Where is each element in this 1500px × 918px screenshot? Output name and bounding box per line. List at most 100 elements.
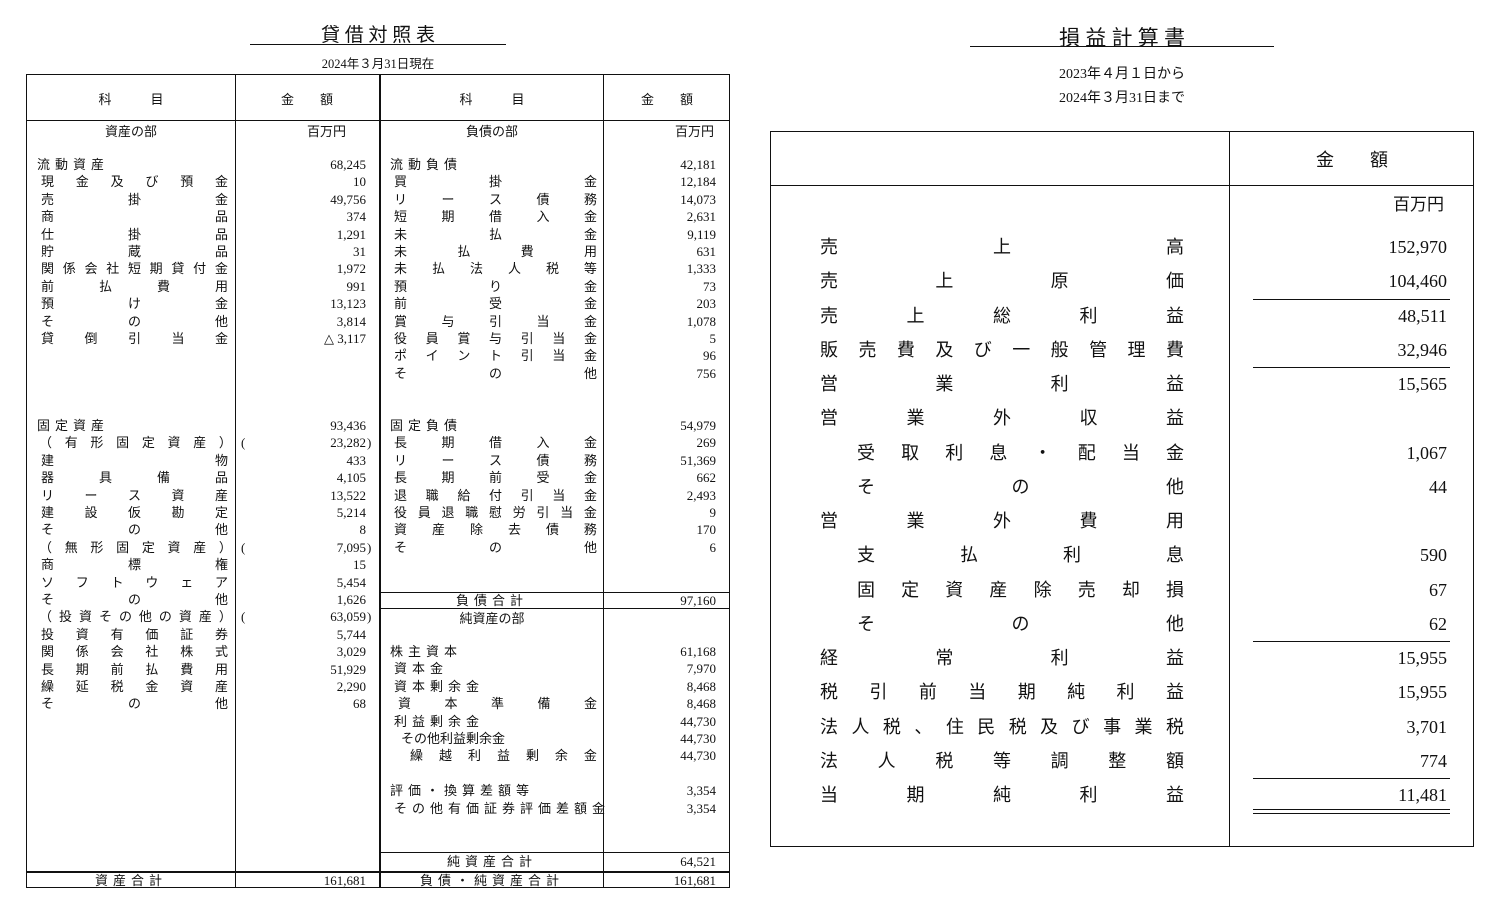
char: 原 (1050, 271, 1069, 292)
paren-open: ( (241, 539, 246, 555)
row-value: 15,955 (1397, 682, 1448, 703)
char: 品 (214, 470, 228, 486)
char: 税 (1008, 716, 1027, 737)
row-value: 23,282 (330, 435, 366, 451)
char: 長 (394, 435, 408, 451)
char: 営 (820, 374, 838, 394)
col-header-item: 科 目 (459, 91, 525, 107)
table-row: 資 本 準 備 金 8,468 (380, 695, 716, 712)
char: 高 (1166, 237, 1184, 257)
char: 価 (1165, 271, 1184, 292)
char: 員 (425, 331, 439, 346)
table-row: 賞 与 引 当 金 1,078 (380, 313, 716, 330)
char: 器 (41, 470, 55, 486)
row-value: 203 (696, 296, 717, 312)
table-row: 未 払 金 9,119 (380, 226, 716, 243)
row-label: （投資その他の資産） (39, 608, 232, 625)
char: 当 (536, 313, 550, 329)
char: 金 (583, 174, 597, 190)
table-row: 税 引 前 当 期 純 利 益 15,955 (771, 675, 1473, 709)
table-row: 繰 延 税 金 資 産 2,290 (27, 678, 366, 695)
row-label: 営業利益 (820, 367, 1184, 401)
char: 標 (127, 557, 141, 573)
row-label: その他 (41, 695, 228, 712)
char: 金 (583, 313, 597, 329)
table-row: リ ー ス 資 産 13,522 (27, 487, 366, 504)
table-row: 商品 374 (27, 208, 366, 225)
row-label: 売上原価 (820, 264, 1184, 298)
row-label: 関係会社株式 (41, 643, 228, 660)
char: 用 (583, 244, 597, 259)
char: （ (39, 539, 53, 555)
char: 払 (457, 244, 471, 259)
row-label: 長期借入金 (394, 434, 597, 451)
char: ー (84, 487, 98, 503)
char: 金 (583, 748, 597, 764)
char: 労 (512, 505, 526, 520)
subtotal-rule (1253, 367, 1450, 368)
char: 受 (536, 470, 550, 486)
char: 利 (1050, 374, 1069, 394)
row-label: 前受金 (394, 295, 597, 312)
row-value: 12,184 (680, 174, 716, 190)
char: 益 (1166, 785, 1184, 805)
row-value: 1,078 (686, 313, 716, 329)
char: 金 (214, 331, 228, 346)
char: び (973, 339, 992, 360)
char: 管 (1089, 339, 1108, 360)
row-label: 関係会社短期貸付金 (41, 260, 228, 277)
row-value: 8,468 (686, 678, 716, 694)
char: の (118, 609, 132, 625)
row-label: 賞与引当金 (394, 313, 597, 330)
table-row: 関 係 会 社 株 式 3,029 (27, 643, 366, 660)
char: 他 (214, 696, 228, 712)
row-label: 評価・換算差額等 (390, 783, 535, 799)
char: 人 (507, 261, 521, 277)
char: 費 (180, 661, 194, 677)
row-value: 4,105 (336, 470, 366, 486)
char: 与 (441, 313, 455, 329)
table-row: 固 定 資 産 除 売 却 損 67 (771, 573, 1473, 607)
char: 利 (1079, 785, 1098, 805)
char: 費 (896, 339, 915, 360)
unit-label: 百万円 (307, 124, 347, 139)
char: 備 (537, 696, 551, 712)
char: の (488, 365, 502, 381)
char: 付 (193, 261, 207, 277)
table-row: 投 資 有 価 証 券 5,744 (27, 626, 366, 643)
char: 他 (214, 522, 228, 538)
row-value: 433 (346, 452, 367, 468)
char: 剰 (525, 748, 539, 764)
table-row: 評価・換算差額等 3,354 (380, 782, 716, 799)
char: 売 (820, 305, 838, 326)
row-label: その他 (41, 591, 228, 608)
char: 金 (214, 191, 228, 207)
char: 純 (993, 785, 1011, 805)
char: 般 (1050, 339, 1069, 360)
char: 有 (110, 626, 124, 642)
char: 与 (488, 331, 502, 346)
char: 短 (394, 209, 408, 225)
row-label: 税引前当期純利益 (820, 675, 1184, 709)
char: （ (39, 435, 53, 451)
char: 益 (1166, 408, 1184, 429)
char: 他 (214, 313, 228, 329)
char: 費 (1079, 511, 1098, 531)
char: 定 (901, 579, 920, 600)
row-label: 建物 (41, 452, 228, 469)
label: 負債・純資産合計 (419, 873, 564, 888)
char: 形 (90, 539, 104, 555)
row-value: 756 (696, 365, 717, 381)
row-label: 仕掛品 (41, 226, 228, 243)
char: 式 (214, 644, 228, 660)
unit-label: 百万円 (1393, 195, 1444, 214)
row-value: 7,970 (686, 661, 716, 677)
row-label: 法人税等調整額 (820, 744, 1184, 778)
char: 引 (520, 348, 534, 364)
table-row: 固定負債 54,979 (380, 417, 716, 434)
char: 金 (214, 261, 228, 277)
char: の (127, 522, 141, 538)
row-label: 経常利益 (820, 641, 1184, 675)
char: 前 (110, 661, 124, 677)
table-row: 受 取 利 息 ・ 配 当 金 1,067 (771, 436, 1473, 470)
